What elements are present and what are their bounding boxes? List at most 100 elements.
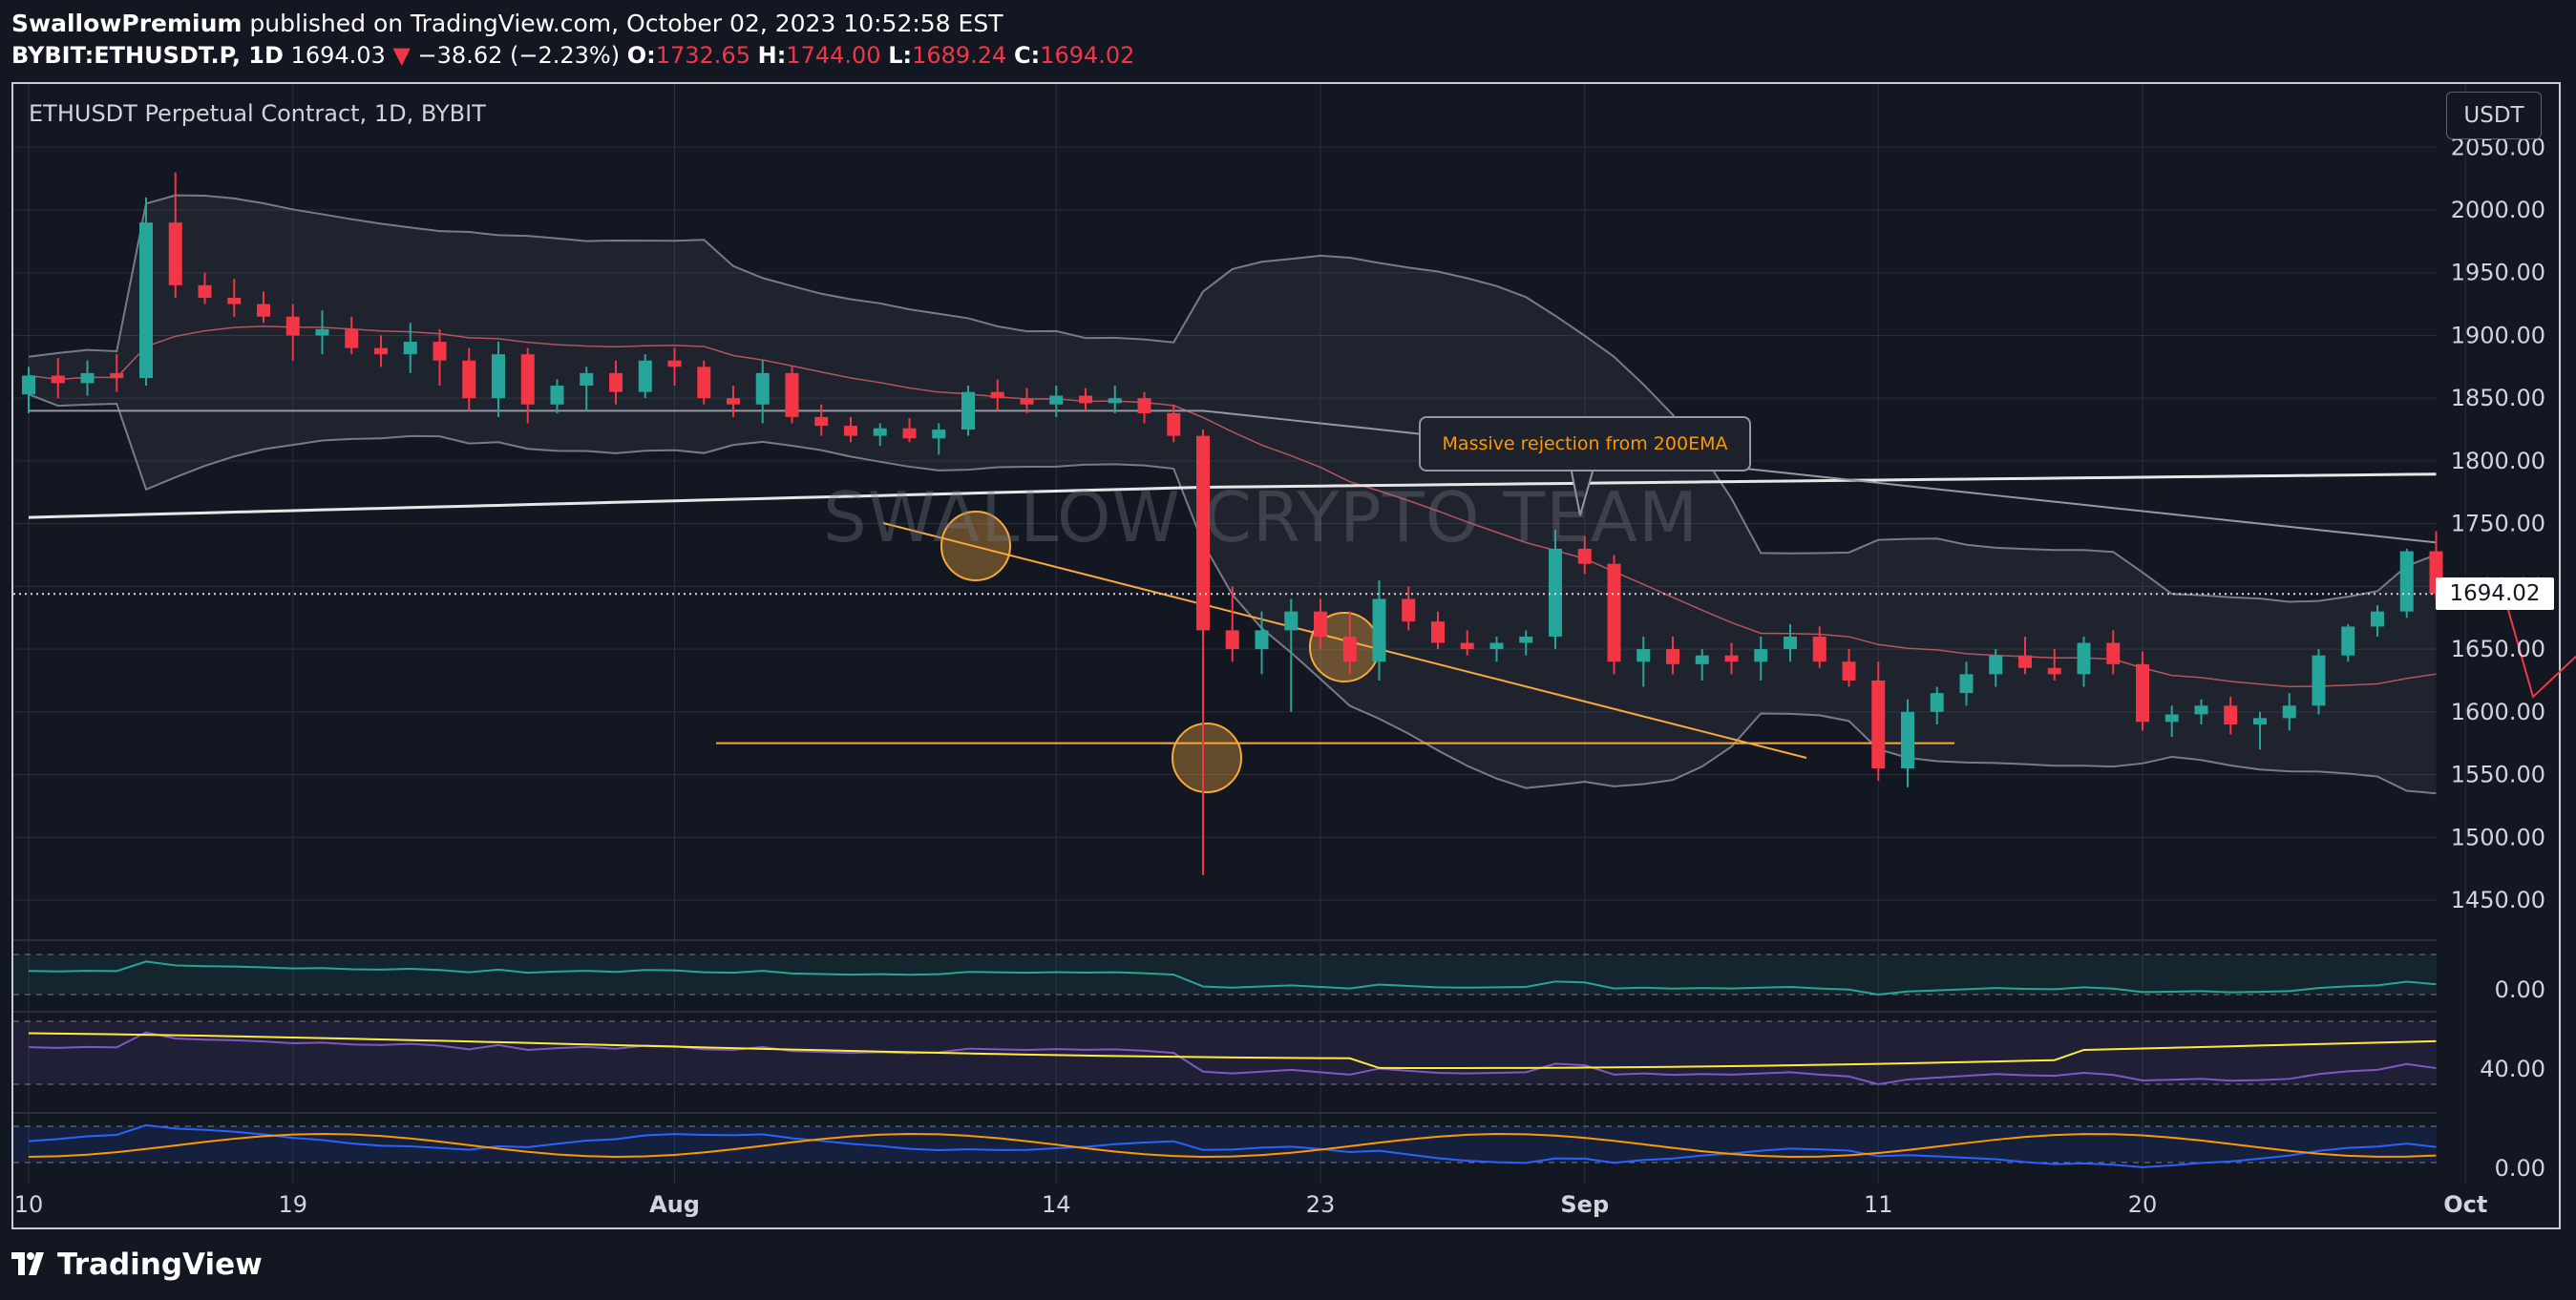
candle-body: [139, 222, 153, 379]
candle-body: [1549, 548, 1562, 637]
candle-body: [2164, 714, 2179, 723]
high-label: H:: [757, 42, 787, 69]
candle-body: [110, 372, 124, 379]
candle-body: [520, 354, 535, 405]
candle-body: [1314, 611, 1327, 637]
pair-label: ETHUSDT Perpetual Contract, 1D, BYBIT: [29, 100, 486, 127]
candle-body: [2253, 718, 2267, 724]
candle-body: [2371, 611, 2384, 627]
candle-body: [785, 372, 799, 417]
chart-frame: [11, 82, 2561, 1229]
candle-body: [1636, 649, 1651, 662]
candle-body: [433, 342, 447, 361]
projection-path: [2502, 593, 2576, 699]
x-tick-label: Sep: [1560, 1191, 1609, 1218]
y-tick-label: 1900.00: [2451, 322, 2545, 348]
candle-body: [697, 367, 711, 399]
candle-body: [2018, 655, 2032, 668]
candle-body: [638, 360, 652, 392]
y-tick-label: 2000.00: [2451, 197, 2545, 223]
candle-body: [1959, 674, 1974, 694]
open-value: 1732.65: [655, 42, 750, 69]
y-tick-label: 1950.00: [2451, 260, 2545, 286]
oscillator-signal-line: [28, 1032, 2437, 1070]
candle-body: [1695, 655, 1709, 664]
brand-name: TradingView: [57, 1248, 263, 1282]
x-tick-label: 10: [14, 1191, 44, 1218]
tradingview-logo-icon: [11, 1252, 44, 1275]
watermark: SWALLOW CRYPTO TEAM: [823, 477, 1700, 557]
candle-body: [873, 428, 887, 436]
y-tick-label: 1550.00: [2451, 762, 2545, 788]
candle-body: [1754, 649, 1768, 662]
candle-body: [2194, 705, 2208, 715]
ema-200-line: [28, 472, 2437, 519]
down-arrow-icon: ▼: [392, 42, 411, 69]
candle-body: [227, 298, 242, 304]
candle-body: [1108, 398, 1122, 404]
candle-body: [1519, 636, 1533, 643]
author-name[interactable]: SwallowPremium: [11, 10, 243, 37]
candle-body: [1225, 630, 1239, 650]
oscillator-line: [28, 1031, 2437, 1086]
candle-body: [932, 430, 946, 439]
candle-body: [1431, 621, 1445, 643]
callout-pointer: [1571, 471, 1594, 516]
candle-body: [2341, 626, 2355, 656]
candle-body: [1284, 611, 1299, 631]
candle-body: [727, 398, 740, 405]
publish-text: published on TradingView.com, October 02…: [249, 10, 1003, 37]
candle-body: [1724, 655, 1739, 662]
candle-body: [1930, 693, 1944, 712]
close-value: 1694.02: [1040, 42, 1135, 69]
x-tick-label: 14: [1042, 1191, 1071, 1218]
candle-body: [2399, 551, 2414, 612]
high-value: 1744.00: [786, 42, 881, 69]
candle-body: [374, 347, 388, 355]
candle-body: [1842, 661, 1856, 681]
candle-body: [961, 391, 975, 430]
change-value: −38.62 (−2.23%): [417, 42, 621, 69]
candle-body: [1460, 642, 1474, 650]
x-tick-label: 20: [2128, 1191, 2158, 1218]
candle-body: [1137, 398, 1151, 413]
last-price: 1694.03: [290, 42, 386, 69]
candle-body: [492, 354, 505, 399]
candle-body: [2224, 705, 2238, 724]
symbol-label: BYBIT:ETHUSDT.P, 1D: [11, 42, 284, 69]
oscillator-label: 0.00: [2495, 1155, 2545, 1182]
tradingview-logo[interactable]: TradingView: [11, 1248, 263, 1282]
bollinger-basis: [28, 325, 2437, 688]
x-tick-label: Oct: [2443, 1191, 2487, 1218]
ema-100-line: [29, 409, 2437, 544]
currency-button[interactable]: USDT: [2446, 92, 2542, 139]
candle-body: [1489, 642, 1504, 650]
candle-body: [1901, 711, 1914, 768]
rejection-callout[interactable]: Massive rejection from 200EMA: [1419, 416, 1751, 472]
candle-body: [550, 386, 564, 405]
x-tick-label: 23: [1306, 1191, 1336, 1218]
candle-body: [2136, 663, 2149, 723]
candle-body: [2312, 655, 2326, 706]
candle-body: [2077, 642, 2091, 675]
candle-body: [1020, 398, 1034, 405]
ohlc-legend: BYBIT:ETHUSDT.P, 1D 1694.03 ▼ −38.62 (−2…: [11, 42, 1134, 69]
candle-body: [315, 328, 329, 336]
candle-body: [990, 391, 1004, 399]
oscillator-line: [28, 1123, 2437, 1168]
candle-body: [1049, 395, 1064, 405]
candle-body: [1784, 636, 1797, 650]
candle-body: [580, 372, 594, 387]
y-tick-label: 1750.00: [2451, 511, 2545, 537]
highlight-circle: [1172, 723, 1242, 793]
candle-body: [2106, 642, 2121, 664]
candle-body: [403, 342, 417, 355]
x-tick-label: Aug: [649, 1191, 700, 1218]
candle-body: [609, 372, 623, 392]
publish-info: SwallowPremium published on TradingView.…: [11, 10, 1003, 37]
last-price-tag: 1694.02: [2436, 577, 2554, 610]
candle-body: [198, 284, 212, 299]
candle-body: [51, 375, 65, 384]
oscillator-label: 40.00: [2480, 1056, 2545, 1082]
